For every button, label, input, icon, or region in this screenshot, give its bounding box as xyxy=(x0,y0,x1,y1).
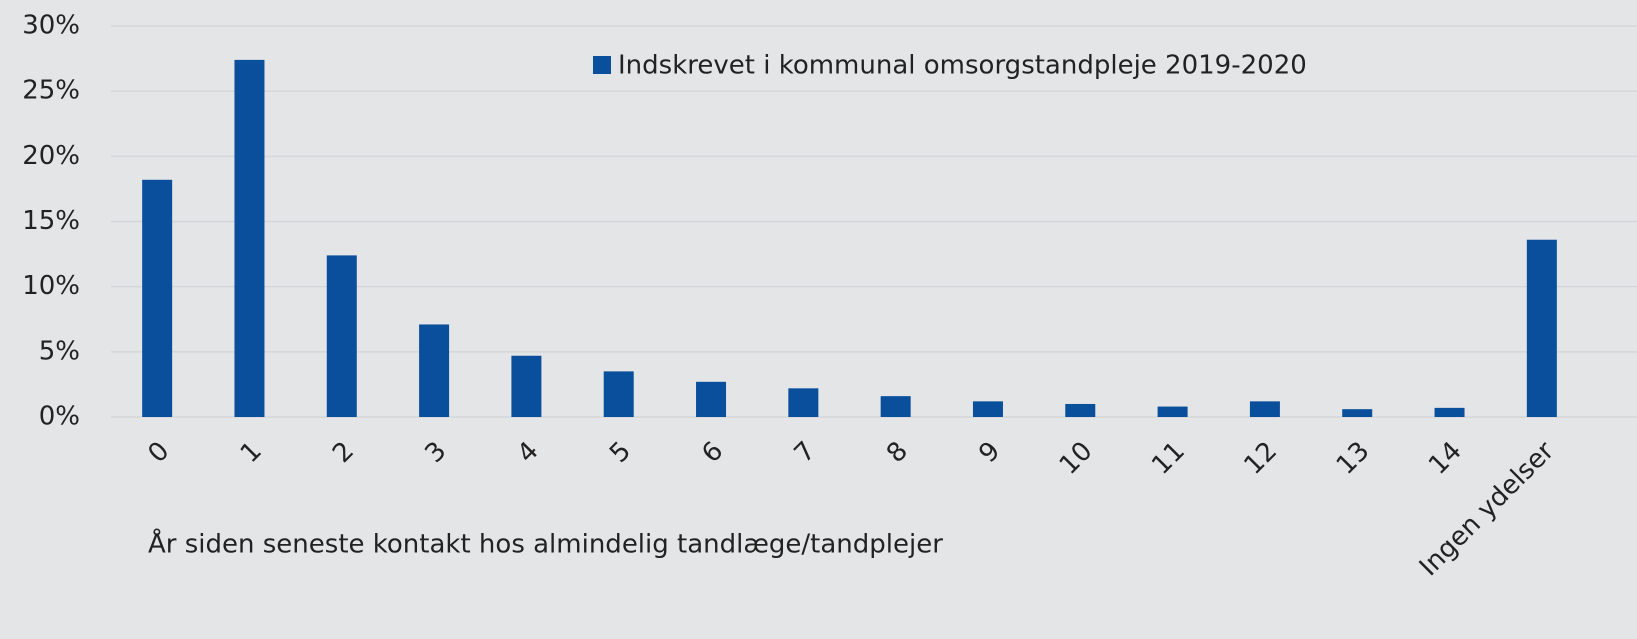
y-tick-label: 5% xyxy=(39,336,80,366)
bar xyxy=(326,255,357,417)
bar xyxy=(1342,409,1373,417)
bar xyxy=(788,388,819,417)
bar xyxy=(234,59,265,418)
bar xyxy=(880,396,911,417)
bar xyxy=(696,381,727,417)
bar xyxy=(1434,407,1465,417)
y-tick-label: 25% xyxy=(22,76,80,106)
bar xyxy=(1526,239,1557,417)
x-axis-label: År siden seneste kontakt hos almindelig … xyxy=(148,528,943,560)
bar xyxy=(1157,406,1188,417)
y-tick-label: 20% xyxy=(22,141,80,171)
y-tick-label: 30% xyxy=(22,11,80,41)
legend-swatch xyxy=(593,56,611,74)
bar xyxy=(142,179,173,417)
legend-label: Indskrevet i kommunal omsorgstandpleje 2… xyxy=(618,51,1307,81)
bar xyxy=(1065,403,1096,417)
bar xyxy=(419,324,450,417)
y-tick-label: 10% xyxy=(22,271,80,301)
y-tick-label: 15% xyxy=(22,206,80,236)
bar xyxy=(1249,401,1280,417)
bar xyxy=(972,401,1003,417)
y-tick-label: 0% xyxy=(39,402,80,432)
bar xyxy=(511,355,542,417)
bar xyxy=(603,371,634,417)
